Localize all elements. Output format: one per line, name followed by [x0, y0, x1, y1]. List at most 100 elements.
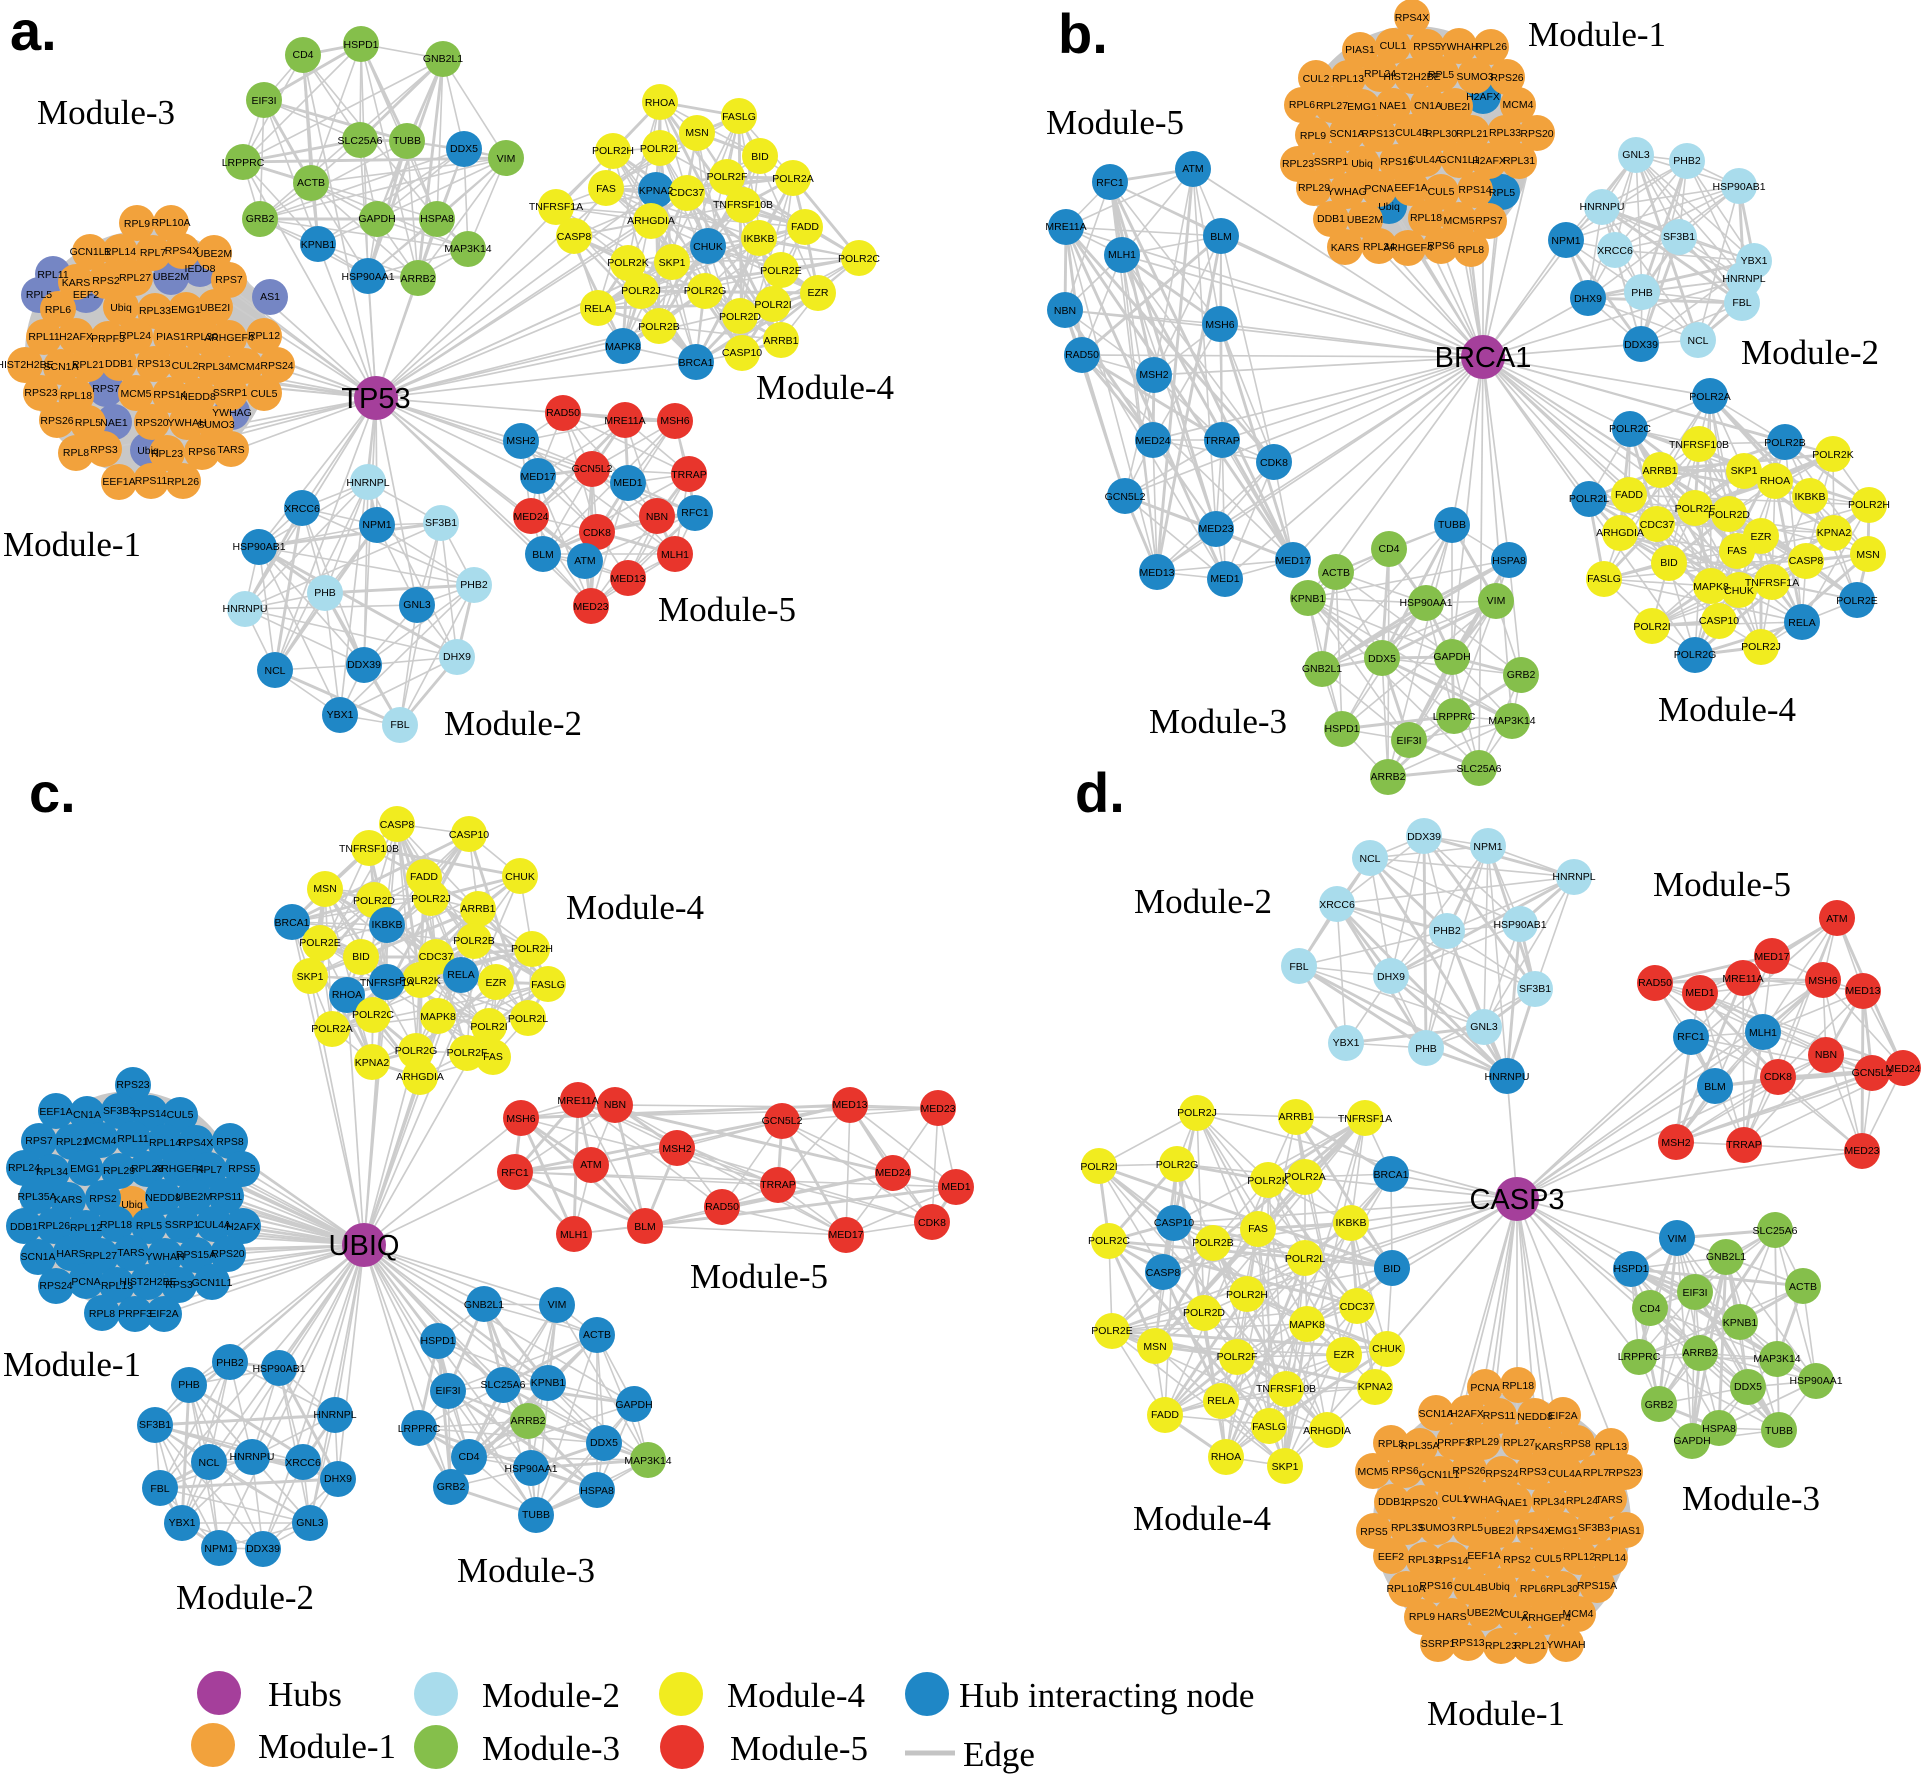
svg-text:UBE2I: UBE2I: [1484, 1525, 1514, 1537]
svg-text:PIAS1: PIAS1: [1345, 44, 1375, 56]
svg-text:GCN1L1: GCN1L1: [1439, 154, 1480, 166]
svg-text:HNRNPL: HNRNPL: [313, 1409, 356, 1421]
svg-text:PIAS1: PIAS1: [1611, 1525, 1641, 1537]
svg-text:RPS20: RPS20: [1404, 1497, 1437, 1509]
svg-text:CUL5: CUL5: [1535, 1553, 1562, 1565]
svg-text:PHB2: PHB2: [1673, 155, 1701, 167]
svg-text:RPS23: RPS23: [1608, 1467, 1641, 1479]
svg-text:CDC37: CDC37: [419, 951, 454, 963]
svg-text:NAE1: NAE1: [1379, 100, 1407, 112]
svg-text:HIST2H2BE: HIST2H2BE: [119, 1276, 176, 1288]
svg-text:Module-5: Module-5: [1046, 103, 1184, 142]
svg-text:MAP3K14: MAP3K14: [624, 1455, 671, 1467]
svg-text:TUBB: TUBB: [1765, 1425, 1793, 1437]
svg-text:PCNA: PCNA: [1364, 183, 1393, 195]
svg-text:RHOA: RHOA: [645, 97, 675, 109]
svg-text:ATM: ATM: [1182, 163, 1203, 175]
svg-text:PHB: PHB: [1631, 287, 1653, 299]
svg-text:PHB: PHB: [314, 587, 336, 599]
svg-text:POLR2A: POLR2A: [1689, 391, 1730, 403]
svg-text:b.: b.: [1058, 2, 1108, 65]
svg-text:RPS16: RPS16: [1419, 1580, 1452, 1592]
svg-text:Hubs: Hubs: [268, 1675, 342, 1714]
svg-text:NAE1: NAE1: [1500, 1497, 1528, 1509]
svg-text:SLC25A6: SLC25A6: [1753, 1225, 1798, 1237]
svg-text:SKP1: SKP1: [1272, 1461, 1299, 1473]
svg-text:RPL9: RPL9: [124, 218, 150, 230]
svg-text:RPL11: RPL11: [117, 1133, 148, 1145]
svg-text:YBX1: YBX1: [169, 1517, 196, 1529]
svg-text:POLR2J: POLR2J: [1177, 1107, 1217, 1119]
svg-text:YWHAH: YWHAH: [1546, 1639, 1585, 1651]
svg-text:NBN: NBN: [1815, 1049, 1837, 1061]
svg-text:Module-1: Module-1: [258, 1727, 396, 1766]
svg-text:RPS2: RPS2: [1503, 1554, 1531, 1566]
svg-text:RPL18: RPL18: [1410, 212, 1442, 224]
svg-text:Module-4: Module-4: [756, 368, 894, 407]
svg-text:RHOA: RHOA: [1211, 1451, 1241, 1463]
svg-text:SLC25A6: SLC25A6: [338, 135, 383, 147]
svg-text:RPL13: RPL13: [101, 1280, 133, 1292]
svg-text:VIM: VIM: [1668, 1233, 1687, 1245]
svg-text:MED1: MED1: [941, 1181, 970, 1193]
svg-text:RPL30: RPL30: [186, 331, 218, 343]
svg-text:SF3B1: SF3B1: [1663, 231, 1695, 243]
svg-text:RPS24: RPS24: [1485, 1468, 1518, 1480]
svg-text:POLR2A: POLR2A: [1284, 1171, 1325, 1183]
svg-text:RPS26: RPS26: [40, 415, 73, 427]
svg-text:UBE2I: UBE2I: [1440, 101, 1470, 113]
svg-text:PRPF3: PRPF3: [91, 333, 125, 345]
svg-text:RAD50: RAD50: [546, 407, 580, 419]
svg-text:RPL35A: RPL35A: [17, 1191, 56, 1203]
svg-text:ARHGEF4: ARHGEF4: [1521, 1612, 1571, 1624]
svg-text:NCL: NCL: [198, 1457, 219, 1469]
svg-text:DDB1: DDB1: [105, 358, 133, 370]
svg-text:FAS: FAS: [483, 1051, 503, 1063]
svg-text:HSPD1: HSPD1: [343, 39, 378, 51]
svg-text:HNRNPL: HNRNPL: [346, 477, 389, 489]
svg-text:POLR2B: POLR2B: [1192, 1237, 1233, 1249]
svg-text:UBE2I: UBE2I: [200, 302, 230, 314]
svg-text:HIST2H2BE: HIST2H2BE: [0, 359, 54, 371]
svg-text:CASP8: CASP8: [1789, 555, 1824, 567]
svg-text:YWHAG: YWHAG: [212, 407, 252, 419]
svg-text:NCL: NCL: [1687, 335, 1708, 347]
svg-text:SSRP1: SSRP1: [165, 1219, 200, 1231]
svg-text:RPL34: RPL34: [36, 1166, 68, 1178]
svg-text:RPL21: RPL21: [1514, 1640, 1546, 1652]
svg-text:RPS4X: RPS4X: [1395, 12, 1429, 24]
svg-text:MSH6: MSH6: [660, 415, 689, 427]
svg-text:CD4: CD4: [1639, 1303, 1660, 1315]
svg-text:ARRB2: ARRB2: [400, 273, 435, 285]
svg-text:RPS8: RPS8: [1563, 1438, 1591, 1450]
svg-text:RPL8: RPL8: [89, 1308, 115, 1320]
svg-text:ARRB2: ARRB2: [510, 1415, 545, 1427]
svg-text:RPS13: RPS13: [1451, 1637, 1484, 1649]
svg-text:FASLG: FASLG: [531, 979, 565, 991]
svg-text:Ubiq: Ubiq: [1351, 158, 1373, 170]
svg-text:RPS2: RPS2: [92, 275, 120, 287]
svg-text:RPL9: RPL9: [1300, 130, 1326, 142]
svg-text:POLR2C: POLR2C: [1609, 423, 1651, 435]
svg-text:RPL12: RPL12: [70, 1222, 102, 1234]
svg-text:HSPA8: HSPA8: [580, 1485, 614, 1497]
svg-text:POLR2D: POLR2D: [1183, 1307, 1225, 1319]
svg-text:CHUK: CHUK: [1372, 1343, 1402, 1355]
svg-text:RPL18: RPL18: [60, 390, 92, 402]
svg-text:RPL34: RPL34: [1533, 1496, 1565, 1508]
svg-text:YBX1: YBX1: [1333, 1037, 1360, 1049]
svg-text:EZR: EZR: [486, 977, 507, 989]
svg-text:Module-2: Module-2: [444, 704, 582, 743]
svg-text:UBE2M: UBE2M: [1467, 1607, 1503, 1619]
svg-text:POLR2I: POLR2I: [1633, 621, 1670, 633]
svg-text:Hub interacting node: Hub interacting node: [959, 1676, 1254, 1715]
svg-text:RPL8: RPL8: [63, 447, 89, 459]
svg-text:H2AFX: H2AFX: [59, 331, 93, 343]
svg-text:Edge: Edge: [963, 1735, 1035, 1774]
svg-text:POLR2E: POLR2E: [760, 265, 801, 277]
svg-text:POLR2K: POLR2K: [399, 975, 440, 987]
svg-text:HSPA8: HSPA8: [1702, 1423, 1736, 1435]
svg-text:GNL3: GNL3: [403, 599, 431, 611]
svg-text:RPS7: RPS7: [1475, 215, 1503, 227]
svg-text:FAS: FAS: [1248, 1223, 1268, 1235]
